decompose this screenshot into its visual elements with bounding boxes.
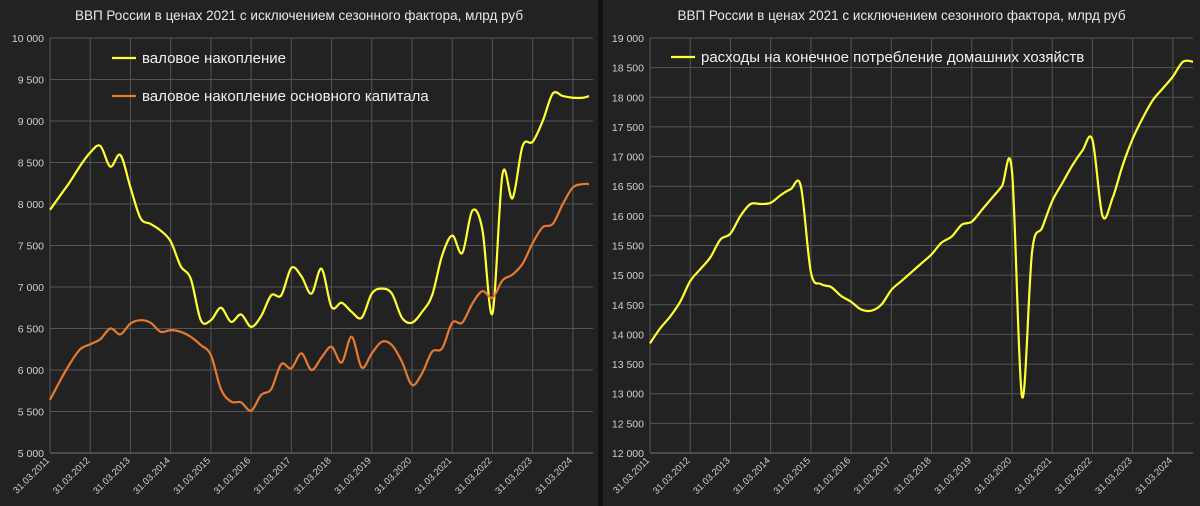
left-x-tick-label: 31.03.2011 bbox=[11, 455, 52, 496]
left-x-tick-label: 31.03.2014 bbox=[131, 455, 172, 496]
left-x-tick-label: 31.03.2021 bbox=[413, 455, 454, 496]
right-x-tick-label: 31.03.2012 bbox=[651, 455, 692, 496]
left-y-tick-label: 8 500 bbox=[18, 158, 44, 170]
left-y-tick-label: 9 000 bbox=[18, 116, 44, 128]
left-legend-label-0: валовое накопление bbox=[142, 50, 286, 67]
left-x-tick-label: 31.03.2020 bbox=[373, 455, 414, 496]
right-y-tick-label: 18 500 bbox=[612, 63, 644, 75]
right-x-tick-label: 31.03.2022 bbox=[1053, 455, 1094, 496]
left-series-line-1 bbox=[49, 182, 590, 412]
right-x-tick-label: 31.03.2015 bbox=[772, 455, 813, 496]
right-series-line-0 bbox=[649, 59, 1194, 399]
right-x-tick-label: 31.03.2021 bbox=[1013, 455, 1054, 496]
left-y-tick-label: 5 500 bbox=[18, 407, 44, 419]
right-x-tick-label: 31.03.2014 bbox=[731, 455, 772, 496]
left-x-tick-label: 31.03.2022 bbox=[453, 455, 494, 496]
right-y-tick-label: 19 000 bbox=[612, 33, 644, 45]
left-x-tick-label: 31.03.2015 bbox=[172, 455, 213, 496]
left-y-tick-label: 6 500 bbox=[18, 324, 44, 336]
right-y-tick-label: 16 500 bbox=[612, 181, 644, 193]
left-x-tick-label: 31.03.2016 bbox=[212, 455, 253, 496]
right-y-tick-label: 12 000 bbox=[612, 448, 644, 460]
left-chart: 5 000 5 500 6 000 6 500 7 000 7 500 8 000 8 500… bbox=[11, 33, 593, 497]
right-chart-panel: ВВП России в ценах 2021 с исключением се… bbox=[603, 0, 1200, 506]
right-y-tick-label: 15 000 bbox=[612, 270, 644, 282]
right-x-tick-label: 31.03.2018 bbox=[892, 455, 933, 496]
right-x-tick-label: 31.03.2024 bbox=[1134, 455, 1175, 496]
left-y-tick-label: 7 000 bbox=[18, 282, 44, 294]
left-x-tick-label: 31.03.2013 bbox=[91, 455, 132, 496]
left-y-tick-label: 10 000 bbox=[12, 33, 44, 45]
right-legend-label-0: расходы на конечное потребление домашних… bbox=[701, 49, 1084, 66]
right-y-tick-label: 13 500 bbox=[612, 359, 644, 371]
left-x-tick-label: 31.03.2017 bbox=[252, 455, 293, 496]
right-chart-title: ВВП России в ценах 2021 с исключением се… bbox=[677, 8, 1126, 23]
right-y-tick-label: 16 000 bbox=[612, 211, 644, 223]
left-x-tick-label: 31.03.2024 bbox=[534, 455, 575, 496]
right-y-tick-label: 15 500 bbox=[612, 241, 644, 253]
left-series-line-0 bbox=[49, 91, 590, 328]
right-x-tick-label: 31.03.2017 bbox=[852, 455, 893, 496]
left-x-tick-label: 31.03.2023 bbox=[493, 455, 534, 496]
right-y-tick-label: 12 500 bbox=[612, 418, 644, 430]
right-y-tick-label: 14 500 bbox=[612, 300, 644, 312]
left-y-tick-label: 8 000 bbox=[18, 199, 44, 211]
right-x-tick-label: 31.03.2011 bbox=[611, 455, 652, 496]
right-y-tick-label: 18 000 bbox=[612, 92, 644, 104]
left-y-tick-label: 5 000 bbox=[18, 448, 44, 460]
right-chart: 12 000 12 500 13 000 13 500 14 000 14 500 15 0… bbox=[611, 33, 1194, 497]
left-chart-title: ВВП России в ценах 2021 с исключением се… bbox=[74, 8, 524, 23]
right-y-tick-label: 14 000 bbox=[612, 329, 644, 341]
right-x-tick-label: 31.03.2020 bbox=[973, 455, 1014, 496]
right-y-tick-label: 17 000 bbox=[612, 152, 644, 164]
left-y-tick-label: 9 500 bbox=[18, 75, 44, 87]
left-chart-panel: ВВП России в ценах 2021 с исключением се… bbox=[0, 0, 598, 506]
panel-divider bbox=[598, 0, 603, 506]
left-x-tick-label: 31.03.2012 bbox=[51, 455, 92, 496]
right-x-tick-label: 31.03.2016 bbox=[812, 455, 853, 496]
left-x-tick-label: 31.03.2018 bbox=[292, 455, 333, 496]
right-y-tick-label: 13 000 bbox=[612, 389, 644, 401]
right-y-tick-label: 17 500 bbox=[612, 122, 644, 134]
right-x-tick-label: 31.03.2023 bbox=[1093, 455, 1134, 496]
left-legend-label-1: валовое накопление основного капитала bbox=[142, 88, 429, 105]
left-y-tick-label: 6 000 bbox=[18, 365, 44, 377]
left-x-tick-label: 31.03.2019 bbox=[333, 455, 374, 496]
left-y-tick-label: 7 500 bbox=[18, 241, 44, 253]
right-x-tick-label: 31.03.2013 bbox=[691, 455, 732, 496]
right-x-tick-label: 31.03.2019 bbox=[933, 455, 974, 496]
